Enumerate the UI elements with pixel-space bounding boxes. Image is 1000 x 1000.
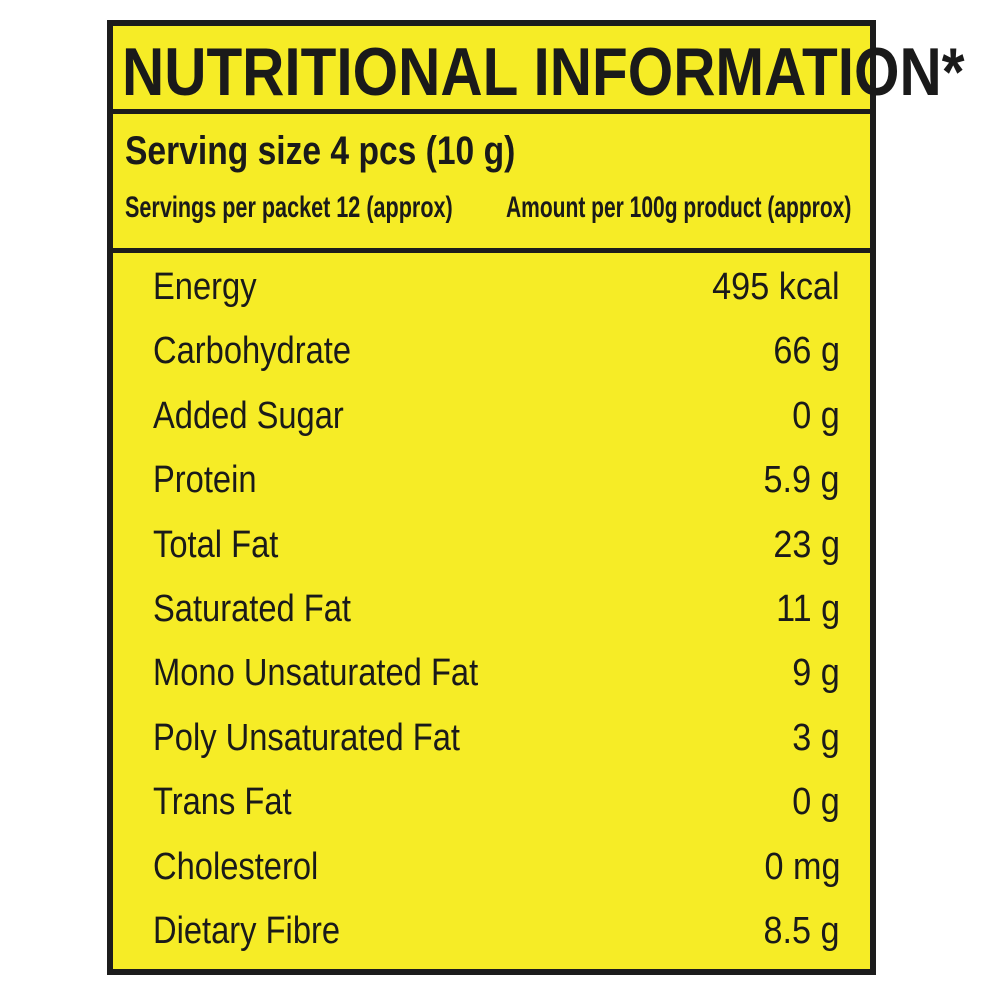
nutrient-value-text: 0 g [792, 781, 840, 824]
nutrient-label-text: Carbohydrate [153, 330, 352, 373]
nutrient-label-text: Added Sugar [153, 394, 344, 437]
title-text: NUTRITIONAL INFORMATION* [122, 34, 965, 110]
nutrient-value: 8.5 g [755, 906, 840, 956]
serving-size-text: Serving size 4 pcs (10 g) [125, 129, 516, 173]
nutrient-value-text: 66 g [773, 330, 840, 373]
nutrient-label: Total Fat [153, 520, 299, 570]
nutrient-label: Cholesterol [153, 842, 345, 892]
nutrient-row: Total Fat 23 g [113, 520, 870, 570]
nutrient-value-text: 5.9 g [763, 459, 840, 502]
nutrient-label-text: Trans Fat [153, 781, 292, 824]
servings-per-packet: Servings per packet 12 (approx) [125, 188, 580, 228]
nutrient-label-text: Total Fat [153, 523, 279, 566]
nutrient-label: Mono Unsaturated Fat [153, 648, 531, 698]
nutrient-label: Dietary Fibre [153, 906, 371, 956]
nutrient-row: Dietary Fibre 8.5 g [113, 906, 870, 956]
nutrient-label: Protein [153, 455, 273, 505]
nutrient-label: Added Sugar [153, 391, 375, 441]
nutrient-label-text: Saturated Fat [153, 588, 352, 630]
nutrient-value-text: 23 g [773, 523, 840, 566]
nutrient-value: 0 g [787, 391, 840, 441]
nutrient-row: Added Sugar 0 g [113, 391, 870, 441]
nutrient-value-text: 9 g [792, 652, 840, 695]
nutrient-label: Energy [153, 262, 273, 312]
nutrient-row: Poly Unsaturated Fat 3 g [113, 713, 870, 763]
nutrient-label: Saturated Fat [153, 584, 383, 634]
nutrient-value: 0 mg [756, 842, 840, 892]
nutrient-value-text: 3 g [792, 716, 840, 759]
nutrient-value-text: 0 g [792, 394, 840, 437]
nutrition-panel: NUTRITIONAL INFORMATION* Serving size 4 … [107, 20, 964, 975]
nutrient-label-text: Dietary Fibre [153, 910, 341, 952]
nutrient-label-text: Mono Unsaturated Fat [153, 652, 479, 695]
panel-title: NUTRITIONAL INFORMATION* [122, 34, 1000, 110]
nutrient-value: 5.9 g [755, 455, 840, 505]
nutrient-row: Protein 5.9 g [113, 455, 870, 505]
nutrient-label-text: Energy [153, 266, 257, 308]
nutrient-row: Carbohydrate 66 g [113, 326, 870, 376]
nutrient-label-text: Cholesterol [153, 845, 319, 888]
nutrient-value: 495 kcal [698, 262, 840, 312]
nutrient-value-text: 0 mg [763, 845, 840, 888]
nutrient-row: Energy 495 kcal [113, 262, 870, 312]
servings-per-packet-text: Servings per packet 12 (approx) [125, 191, 453, 224]
divider [113, 109, 870, 114]
nutrient-value-text: 495 kcal [712, 266, 840, 308]
nutrient-value: 66 g [766, 326, 840, 376]
amount-basis-text: Amount per 100g product (approx) [506, 191, 852, 224]
nutrient-label: Poly Unsaturated Fat [153, 713, 510, 763]
nutrient-row: Trans Fat 0 g [113, 777, 870, 827]
nutrient-value: 3 g [787, 713, 840, 763]
nutrient-value: 9 g [787, 648, 840, 698]
nutrient-label-text: Protein [153, 459, 257, 502]
nutrient-value-text: 8.5 g [763, 910, 840, 952]
nutrient-value-text: 11 g [775, 588, 840, 630]
divider [113, 248, 870, 253]
nutrient-value: 11 g [769, 584, 840, 634]
nutrient-label: Carbohydrate [153, 326, 383, 376]
nutrient-row: Cholesterol 0 mg [113, 842, 870, 892]
nutrient-row: Mono Unsaturated Fat 9 g [113, 648, 870, 698]
serving-size: Serving size 4 pcs (10 g) [125, 126, 590, 176]
amount-basis: Amount per 100g product (approx) [506, 188, 999, 228]
nutrient-row: Saturated Fat 11 g [113, 584, 870, 634]
nutrient-value: 23 g [766, 520, 840, 570]
nutrient-label: Trans Fat [153, 777, 314, 827]
nutrient-label-text: Poly Unsaturated Fat [153, 716, 460, 759]
nutrient-value: 0 g [787, 777, 840, 827]
